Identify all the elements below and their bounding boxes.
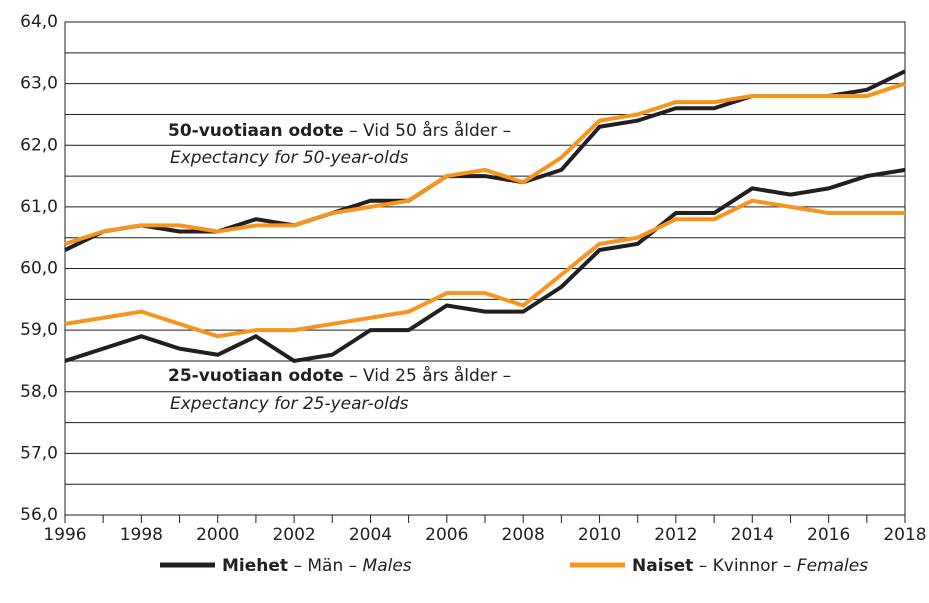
y-tick-label: 56,0 (20, 505, 58, 525)
y-tick-label: 58,0 (20, 382, 58, 402)
line (64, 81, 906, 246)
line (64, 167, 906, 364)
annotation-bold: 25-vuotiaan odote (168, 366, 344, 386)
y-tick-label: 60,0 (20, 259, 58, 279)
x-tick-label: 2006 (425, 525, 468, 545)
y-tick-label: 64,0 (20, 12, 58, 32)
y-tick-label: 59,0 (20, 320, 58, 340)
legend-label: Miehet – Män – Males (222, 556, 412, 576)
y-tick-label: 61,0 (20, 197, 58, 217)
annotation-text: – Vid 25 års ålder – (344, 365, 511, 386)
legend-text: – Kvinnor – (693, 556, 797, 576)
x-tick-label: 2000 (196, 525, 239, 545)
legend-text: – Män – (288, 556, 362, 576)
annotation-italic: Expectancy for 50-year-olds (170, 148, 409, 168)
x-tick-label: 2010 (578, 525, 621, 545)
legend-bold: Naiset (632, 556, 693, 576)
x-tick-label: 2004 (349, 525, 392, 545)
annotation: 25-vuotiaan odote – Vid 25 års ålder – (168, 365, 511, 386)
legend-bold: Miehet (222, 556, 288, 576)
y-tick-label: 62,0 (20, 135, 58, 155)
annotation-italic: Expectancy for 25-year-olds (170, 394, 409, 414)
annotation-bold: 50-vuotiaan odote (168, 121, 344, 141)
x-tick-label: 1996 (43, 525, 86, 545)
x-tick-label: 2018 (883, 525, 926, 545)
x-tick-label: 1998 (120, 525, 163, 545)
x-tick-label: 2014 (731, 525, 774, 545)
y-tick-label: 57,0 (20, 443, 58, 463)
annotation: 50-vuotiaan odote – Vid 50 års ålder – (168, 120, 511, 141)
annotation-text: – Vid 50 års ålder – (344, 120, 511, 141)
x-tick-label: 2002 (272, 525, 315, 545)
x-tick-label: 2016 (807, 525, 850, 545)
x-tick-label: 2008 (502, 525, 545, 545)
x-tick-label: 2012 (654, 525, 697, 545)
y-tick-label: 63,0 (20, 74, 58, 94)
legend-label: Naiset – Kvinnor – Females (632, 556, 868, 576)
line (64, 198, 905, 339)
legend-italic: Females (797, 556, 868, 576)
plot-border (64, 21, 906, 516)
legend-italic: Males (363, 556, 412, 576)
